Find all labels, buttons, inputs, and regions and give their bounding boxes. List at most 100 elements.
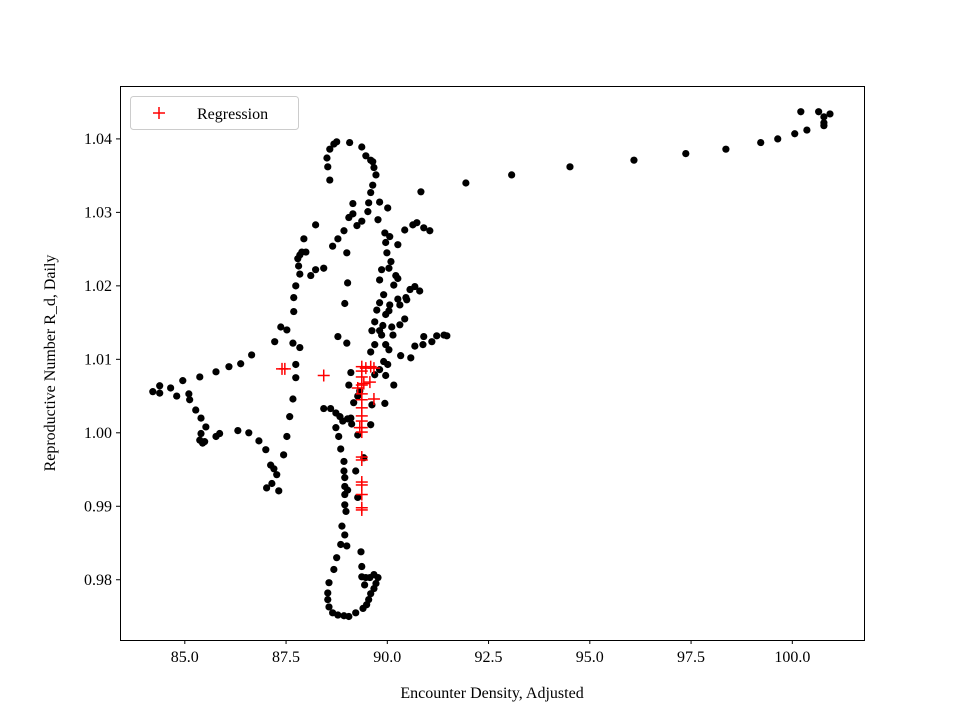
data-point xyxy=(327,404,335,413)
data-point xyxy=(401,315,409,323)
data-point xyxy=(280,451,288,459)
data-point xyxy=(344,486,352,494)
data-point xyxy=(630,156,638,164)
data-point xyxy=(344,279,352,287)
data-point xyxy=(376,198,384,206)
data-point xyxy=(202,423,210,431)
data-point xyxy=(371,371,379,379)
data-point xyxy=(346,138,354,147)
data-point xyxy=(385,264,393,272)
data-point xyxy=(325,603,333,611)
x-tick-label: 90.0 xyxy=(373,649,401,666)
data-point xyxy=(196,373,204,381)
data-point xyxy=(797,108,805,116)
data-point xyxy=(417,188,425,196)
data-point xyxy=(340,467,348,475)
data-point xyxy=(378,331,386,339)
legend-label-regression: Regression xyxy=(197,106,268,123)
regression-point xyxy=(355,451,368,464)
data-point xyxy=(292,374,300,382)
plot-marks xyxy=(149,108,834,621)
data-point xyxy=(367,421,375,429)
data-point xyxy=(212,368,220,376)
data-point xyxy=(367,348,375,356)
data-point xyxy=(372,579,380,588)
data-point xyxy=(334,611,342,619)
y-tick-label: 1.01 xyxy=(84,351,112,368)
data-point xyxy=(296,343,304,352)
data-point xyxy=(332,424,340,432)
data-point xyxy=(324,163,332,171)
data-point xyxy=(419,341,427,349)
data-point xyxy=(774,135,782,143)
data-point xyxy=(394,241,402,249)
data-point xyxy=(372,171,380,179)
y-tick-label: 1.00 xyxy=(84,425,112,442)
data-point xyxy=(341,501,349,509)
data-point xyxy=(826,110,834,118)
data-point xyxy=(376,276,384,284)
data-point xyxy=(396,301,404,309)
data-point xyxy=(320,264,328,272)
regression-point xyxy=(355,503,368,516)
data-point xyxy=(234,426,242,435)
data-point xyxy=(167,384,175,392)
y-axis-label: Reproductive Number R_d, Daily xyxy=(42,255,59,472)
data-point xyxy=(349,210,357,218)
data-point xyxy=(443,332,451,340)
regression-point xyxy=(355,488,368,501)
data-point xyxy=(386,233,394,241)
y-axis: 0.98 0.99 1.00 1.01 1.02 1.03 1.04 xyxy=(84,131,120,589)
x-axis: 85.0 87.5 90.0 92.5 95.0 97.5 100.0 xyxy=(171,640,810,666)
data-point xyxy=(192,406,200,414)
data-point xyxy=(376,299,384,307)
data-point xyxy=(397,352,405,360)
data-point xyxy=(426,227,434,235)
data-point xyxy=(361,581,369,589)
data-point xyxy=(383,249,391,257)
data-point xyxy=(286,413,294,421)
data-point xyxy=(369,158,377,166)
data-point xyxy=(201,438,209,446)
data-point xyxy=(343,542,351,550)
y-tick-label: 1.02 xyxy=(84,278,112,295)
data-point xyxy=(413,219,421,227)
regression-point xyxy=(317,369,330,382)
data-point xyxy=(389,331,397,339)
data-point xyxy=(394,274,402,283)
data-point xyxy=(379,321,387,330)
data-point xyxy=(186,396,194,404)
data-point xyxy=(394,295,402,303)
data-point xyxy=(358,143,366,151)
data-point xyxy=(156,389,164,397)
data-point xyxy=(292,360,300,369)
legend-plus-marker xyxy=(153,107,165,119)
data-point xyxy=(371,318,379,326)
data-point xyxy=(325,579,333,587)
data-point xyxy=(566,163,574,171)
data-point xyxy=(334,235,342,243)
data-point xyxy=(381,399,389,408)
data-point xyxy=(358,573,366,581)
data-point xyxy=(682,149,690,158)
data-point xyxy=(378,266,386,274)
x-tick-label: 97.5 xyxy=(677,649,705,666)
data-point xyxy=(364,208,372,216)
data-point xyxy=(340,457,348,466)
data-point xyxy=(283,432,291,441)
regression-point xyxy=(367,393,380,406)
data-point xyxy=(343,339,351,347)
data-point xyxy=(173,392,181,400)
data-point xyxy=(387,258,395,266)
data-point xyxy=(407,354,415,362)
data-point xyxy=(156,382,164,390)
data-point xyxy=(340,227,348,235)
data-point xyxy=(294,255,302,263)
data-point xyxy=(307,271,315,280)
regression-point xyxy=(363,376,376,389)
x-axis-label: Encounter Density, Adjusted xyxy=(400,685,583,702)
data-point xyxy=(342,507,350,516)
data-point xyxy=(283,326,291,334)
data-point xyxy=(347,414,355,422)
